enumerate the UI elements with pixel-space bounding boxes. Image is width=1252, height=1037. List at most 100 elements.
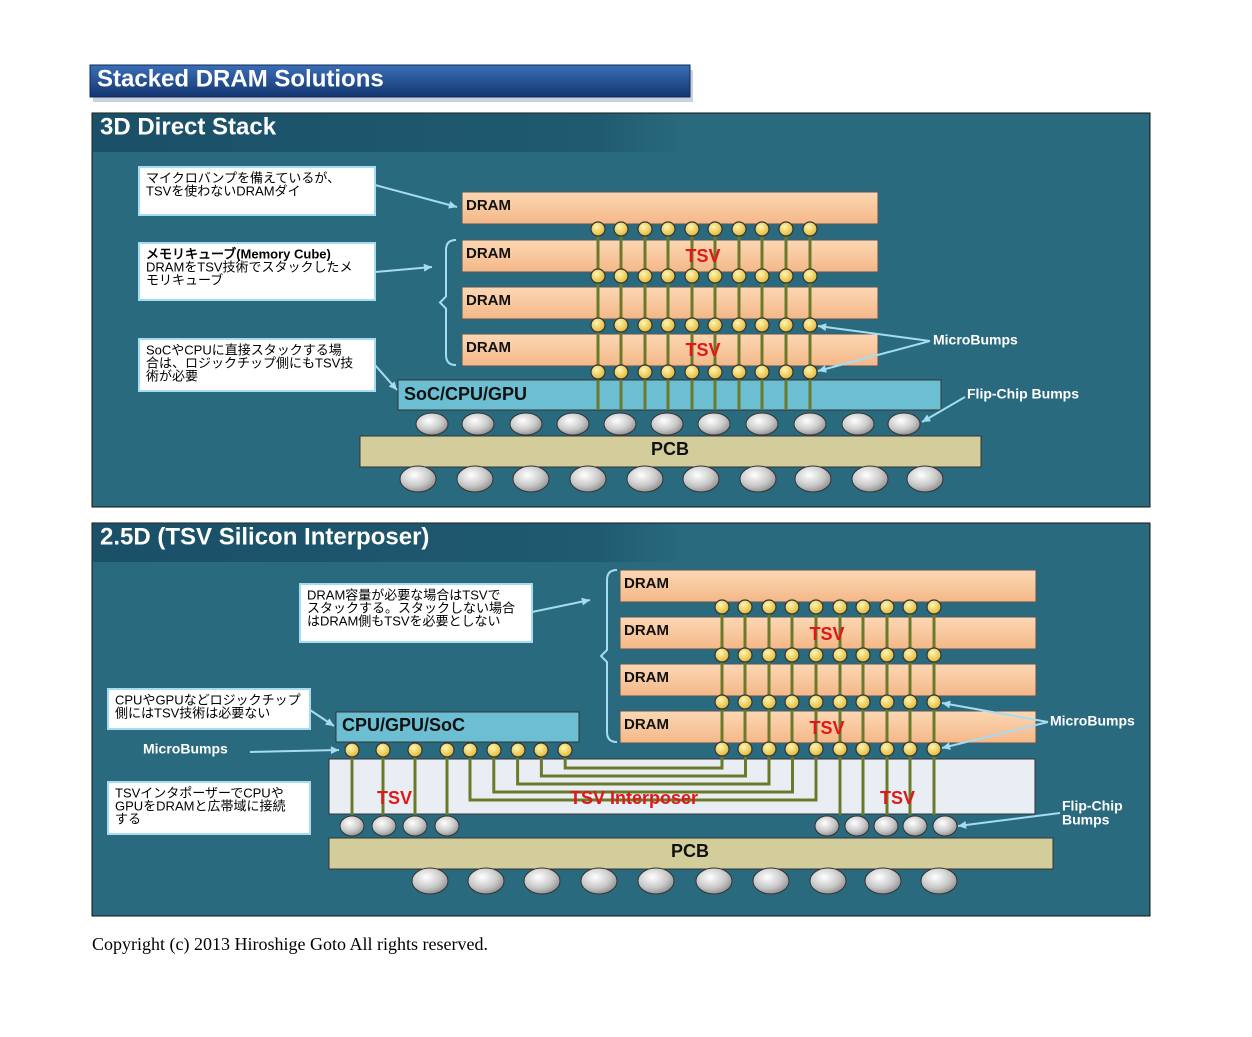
callout-text: 術が必要	[146, 368, 198, 383]
microbump	[879, 741, 895, 757]
solder-bump	[556, 412, 590, 436]
microbump	[754, 317, 770, 333]
solder-bump	[509, 412, 543, 436]
microbump	[660, 364, 676, 380]
solder-bump	[626, 465, 664, 493]
solder-bump	[467, 867, 505, 895]
microbump	[613, 268, 629, 284]
tsv-label: TSV	[880, 788, 915, 808]
microbump	[637, 221, 653, 237]
microbump	[902, 741, 918, 757]
arrow-head	[448, 201, 457, 209]
interposer-wire	[563, 749, 724, 770]
arrow-head	[423, 263, 432, 272]
microbump	[707, 221, 723, 237]
dram-label: DRAM	[624, 622, 669, 639]
solder-bump	[841, 412, 875, 436]
bracket	[599, 569, 618, 743]
microbump	[802, 364, 818, 380]
microbump	[637, 364, 653, 380]
microbump	[684, 364, 700, 380]
microbump	[902, 599, 918, 615]
dram-die	[461, 191, 879, 225]
dram-label: DRAM	[466, 339, 511, 356]
arrow-head	[581, 597, 590, 606]
callout-arrow	[957, 812, 1061, 827]
panel-band	[93, 524, 683, 562]
microbump	[660, 221, 676, 237]
microbump	[926, 647, 942, 663]
title-box	[89, 64, 691, 98]
callout-text: CPUやGPUなどロジックチップ	[115, 692, 301, 707]
solder-bump	[906, 465, 944, 493]
solder-bump	[580, 867, 618, 895]
solder-bump	[569, 465, 607, 493]
microbump	[637, 268, 653, 284]
arrow-head	[818, 365, 827, 373]
microbump	[926, 599, 942, 615]
copyright: Copyright (c) 2013 Hiroshige Goto All ri…	[92, 934, 488, 955]
microbump	[737, 647, 753, 663]
arrow-head	[922, 414, 931, 422]
solder-bump	[399, 465, 437, 493]
solder-bump	[523, 867, 561, 895]
solder-bump	[932, 815, 958, 837]
callout-arrow	[531, 599, 591, 613]
arrow-head	[942, 742, 951, 750]
microbump	[808, 741, 824, 757]
microbump	[533, 742, 549, 758]
microbump	[784, 694, 800, 710]
microbump	[737, 741, 753, 757]
dram-die	[461, 239, 879, 273]
microbump	[784, 599, 800, 615]
microbump	[754, 364, 770, 380]
microbump	[707, 364, 723, 380]
microbump	[684, 221, 700, 237]
microbump	[926, 741, 942, 757]
tsv-label: TSV	[685, 246, 720, 266]
arrow-head	[330, 746, 339, 755]
microbump	[761, 599, 777, 615]
microbump	[613, 317, 629, 333]
solder-bump	[873, 815, 899, 837]
microbump	[879, 599, 895, 615]
microbump	[832, 647, 848, 663]
microbump	[855, 599, 871, 615]
solder-bump	[902, 815, 928, 837]
solder-bump	[864, 867, 902, 895]
microbump	[407, 742, 423, 758]
callout-text: TSVを使わないDRAMダイ	[146, 183, 301, 198]
solder-bump	[697, 412, 731, 436]
arrow-head	[958, 821, 967, 829]
microbump	[832, 741, 848, 757]
microbump	[684, 317, 700, 333]
solder-bump	[371, 815, 397, 837]
microbump	[754, 221, 770, 237]
dram-label: DRAM	[466, 245, 511, 262]
microbump	[660, 317, 676, 333]
microbump	[707, 317, 723, 333]
interposer-wire	[468, 749, 818, 802]
callout-arrow	[921, 396, 966, 423]
callout-box	[138, 242, 376, 301]
microbump	[855, 694, 871, 710]
callout-arrow	[817, 325, 931, 342]
pcb-label: PCB	[671, 841, 709, 861]
microbump	[802, 268, 818, 284]
logic-die	[335, 711, 580, 743]
microbump	[737, 599, 753, 615]
callout-text: DRAMをTSV技術でスタックしたメ	[146, 259, 353, 274]
microbump	[855, 741, 871, 757]
microbump	[486, 742, 502, 758]
callout-box	[138, 166, 376, 216]
solder-bump	[339, 815, 365, 837]
callout-text: モリキューブ	[146, 272, 223, 287]
microbump	[832, 694, 848, 710]
callout-arrow	[941, 721, 1049, 749]
solder-bump	[851, 465, 889, 493]
solder-bump	[793, 412, 827, 436]
microbump	[808, 694, 824, 710]
solder-bump	[415, 412, 449, 436]
microbump	[902, 647, 918, 663]
solder-bump	[794, 465, 832, 493]
